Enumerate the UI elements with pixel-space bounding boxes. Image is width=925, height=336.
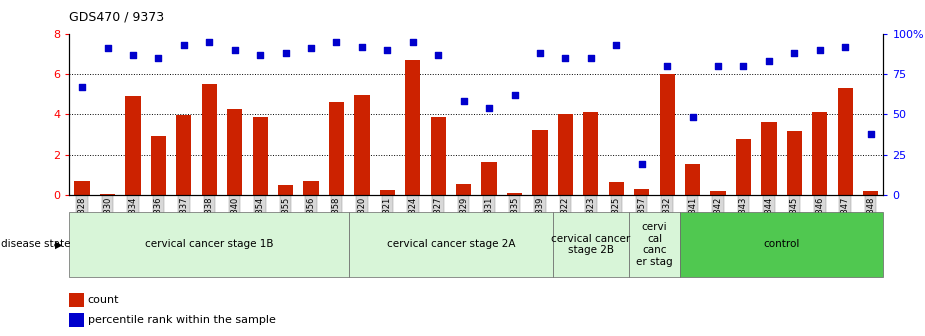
Point [812, 47, 827, 52]
Text: cervical cancer stage 1B: cervical cancer stage 1B [145, 240, 274, 249]
Point [761, 58, 776, 64]
Point [635, 162, 649, 167]
Bar [812, 112, 828, 195]
Bar [151, 136, 166, 195]
Text: disease state: disease state [1, 240, 70, 249]
Point [787, 50, 802, 56]
Bar [350, 212, 553, 277]
Point [609, 42, 623, 48]
Bar [69, 293, 84, 307]
Bar [379, 190, 395, 195]
Point [736, 63, 751, 69]
Point [278, 50, 293, 56]
Point [126, 52, 141, 57]
Text: GDS470 / 9373: GDS470 / 9373 [69, 10, 165, 23]
Text: control: control [763, 240, 800, 249]
Point [660, 63, 674, 69]
Point [177, 42, 191, 48]
Bar [100, 194, 115, 195]
Point [405, 39, 420, 44]
Bar [680, 212, 883, 277]
Bar [481, 162, 497, 195]
Text: cervical cancer stage 2A: cervical cancer stage 2A [387, 240, 515, 249]
Point [533, 50, 548, 56]
Bar [69, 212, 350, 277]
Bar [710, 191, 726, 195]
Bar [405, 60, 420, 195]
Bar [609, 182, 623, 195]
Bar [74, 181, 90, 195]
Point [151, 55, 166, 60]
Point [75, 84, 90, 89]
Bar [786, 131, 802, 195]
Bar [278, 185, 293, 195]
Bar [533, 130, 548, 195]
Bar [228, 109, 242, 195]
Bar [629, 212, 680, 277]
Point [431, 52, 446, 57]
Point [228, 47, 242, 52]
Point [303, 45, 318, 51]
Point [863, 131, 878, 136]
Text: cervi
cal
canc
er stag: cervi cal canc er stag [636, 222, 672, 267]
Point [329, 39, 344, 44]
Bar [253, 117, 268, 195]
Bar [660, 74, 675, 195]
Point [456, 99, 471, 104]
Text: cervical cancer
stage 2B: cervical cancer stage 2B [551, 234, 631, 255]
Bar [303, 181, 318, 195]
Point [685, 115, 700, 120]
Bar [329, 102, 344, 195]
Bar [456, 184, 471, 195]
Point [100, 45, 115, 51]
Bar [684, 164, 700, 195]
Point [482, 105, 497, 111]
Bar [202, 84, 216, 195]
Text: count: count [88, 295, 119, 305]
Bar [863, 191, 879, 195]
Point [253, 52, 267, 57]
Point [710, 63, 725, 69]
Text: percentile rank within the sample: percentile rank within the sample [88, 316, 276, 325]
Point [558, 55, 573, 60]
Bar [354, 95, 369, 195]
Bar [176, 115, 191, 195]
Point [354, 44, 369, 49]
Text: ▶: ▶ [55, 240, 62, 249]
Point [584, 55, 598, 60]
Bar [69, 313, 84, 327]
Bar [126, 96, 141, 195]
Bar [507, 193, 522, 195]
Bar [558, 114, 574, 195]
Point [507, 92, 522, 97]
Point [202, 39, 216, 44]
Bar [838, 88, 853, 195]
Bar [553, 212, 629, 277]
Bar [736, 139, 751, 195]
Point [380, 47, 395, 52]
Bar [761, 122, 777, 195]
Bar [583, 112, 598, 195]
Bar [635, 189, 649, 195]
Bar [430, 117, 446, 195]
Point [838, 44, 853, 49]
